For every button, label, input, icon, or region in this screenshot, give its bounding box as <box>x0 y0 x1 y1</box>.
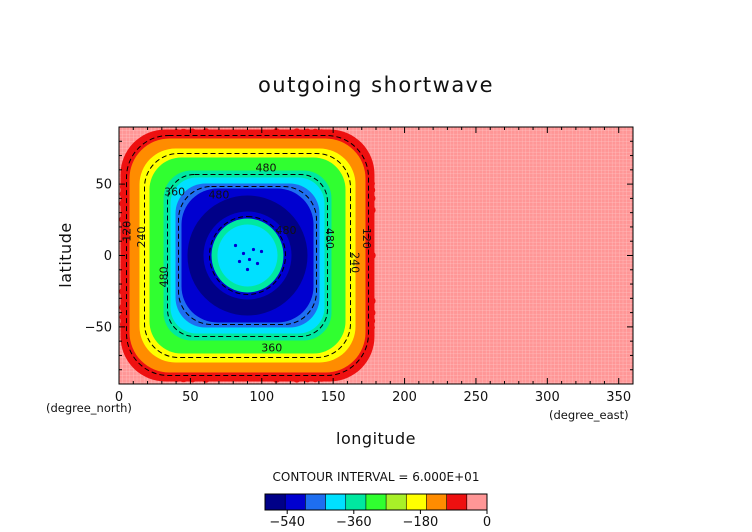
y-tick-label: 0 <box>104 249 112 264</box>
contour-label: 480 <box>208 189 229 202</box>
colorbar-swatch <box>446 494 468 510</box>
y-axis: −50 0 50 <box>85 140 633 371</box>
colorbar-swatch <box>345 494 367 510</box>
field-speckle <box>255 261 260 266</box>
field-speckle <box>237 259 242 264</box>
colorbar-tick-label: −360 <box>336 515 372 530</box>
contour-label: 480 <box>323 228 336 249</box>
x-tick-label: 250 <box>464 390 489 405</box>
colorbar-swatch <box>265 494 286 510</box>
colorbar-swatch <box>325 494 347 510</box>
field-speckle <box>247 257 252 262</box>
chart-title: outgoing shortwave <box>258 73 494 97</box>
contour-label: 120 <box>360 228 373 249</box>
colorbar-swatch <box>406 494 427 510</box>
contour-line <box>167 174 328 337</box>
colorbar-frame <box>264 493 488 511</box>
x-tick-label: 0 <box>115 390 123 405</box>
colorbar: −540 −360 −180 0 <box>264 493 491 530</box>
contour-label: 480 <box>256 161 277 174</box>
field-band <box>217 224 278 287</box>
contour-label: 480 <box>158 266 171 287</box>
colorbar-swatch <box>285 494 306 510</box>
x-tick-label: 300 <box>535 390 560 405</box>
y-tick-label: 50 <box>95 178 112 193</box>
contour-line <box>144 153 351 358</box>
x-axis: 0 50 100 150 200 250 300 350 <box>115 127 631 405</box>
contour-field <box>119 128 376 383</box>
y-tick-label: −50 <box>85 320 112 335</box>
field-speckle <box>233 243 238 248</box>
contour-line <box>178 186 317 325</box>
colorbar-tick-label: −180 <box>403 515 439 530</box>
contour-label: 240 <box>135 226 148 247</box>
contour-label: 120 <box>121 221 134 242</box>
field-speckle <box>241 251 246 256</box>
x-tick-label: 150 <box>321 390 346 405</box>
x-axis-label: longitude <box>336 429 416 448</box>
field-speckle <box>259 249 264 254</box>
colorbar-swatch <box>305 494 326 510</box>
contour-line <box>209 216 286 295</box>
x-tick-label: 200 <box>392 390 417 405</box>
y-axis-label: latitude <box>56 222 75 287</box>
contour-label: 360 <box>261 341 282 354</box>
field-speckle <box>251 247 256 252</box>
x-units-label: (degree_east) <box>549 408 629 422</box>
contour-line <box>126 135 369 376</box>
colorbar-tick-label: −540 <box>269 515 305 530</box>
colorbar-swatch <box>365 494 387 510</box>
x-tick-label: 100 <box>249 390 274 405</box>
contour-label: 240 <box>349 252 362 273</box>
colorbar-swatch <box>426 494 447 510</box>
contour-lines <box>126 135 369 376</box>
contour-label: 480 <box>276 224 297 237</box>
colorbar-swatch <box>386 494 407 510</box>
y-units-label: (degree_north) <box>46 401 132 415</box>
contour-label: 360 <box>164 186 185 199</box>
colorbar-swatch <box>466 494 488 510</box>
contour-interval-text: CONTOUR INTERVAL = 6.000E+01 <box>273 470 480 484</box>
x-tick-label: 350 <box>606 390 631 405</box>
colorbar-tick-label: 0 <box>483 515 491 530</box>
x-tick-label: 50 <box>182 390 199 405</box>
field-speckle <box>245 267 250 272</box>
